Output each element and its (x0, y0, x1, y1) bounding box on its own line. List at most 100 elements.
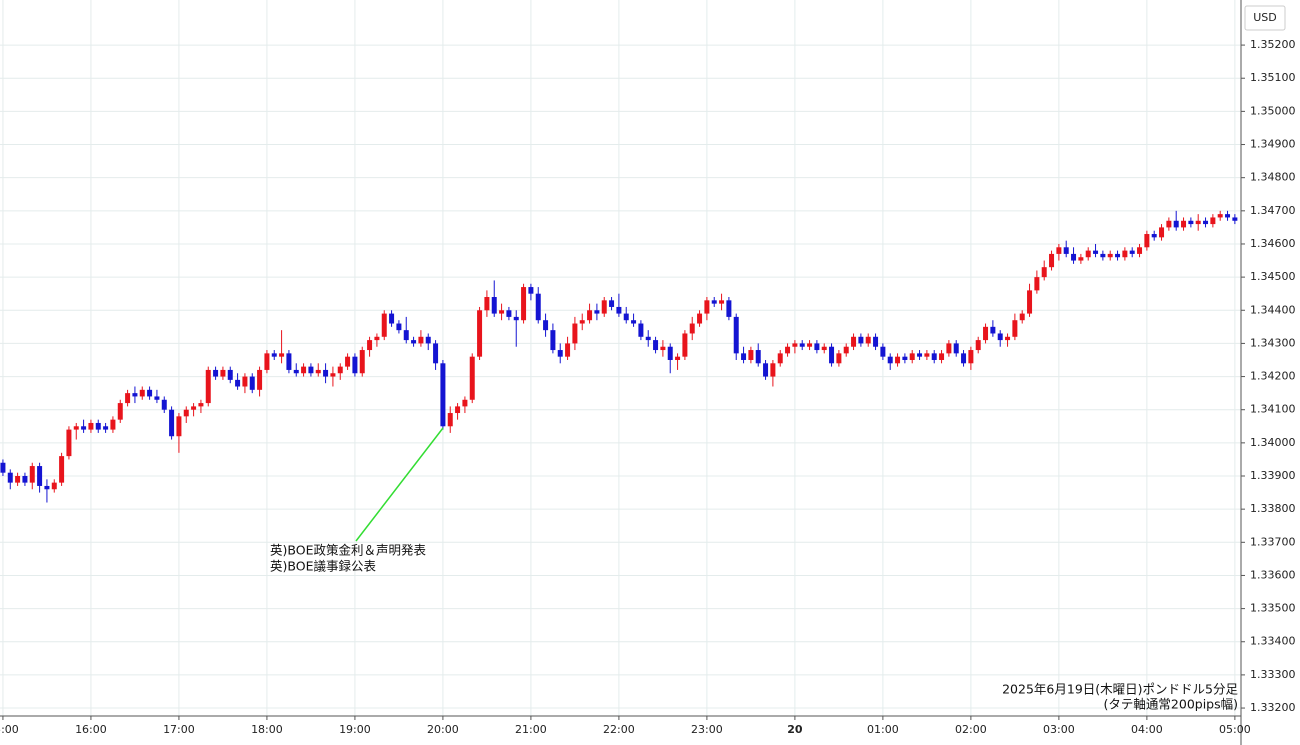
candle-body (1005, 336, 1011, 341)
candle-body (924, 353, 930, 357)
x-tick-label: 03:00 (1043, 723, 1075, 736)
candle-body (528, 287, 534, 294)
candle-body (403, 330, 409, 341)
candle-body (147, 389, 153, 397)
candle-body (323, 369, 329, 377)
candle-body (367, 340, 373, 351)
y-tick-label: 1.34100 (1250, 403, 1296, 416)
y-tick-label: 1.34300 (1250, 336, 1296, 349)
candle-body (865, 336, 871, 344)
candle-body (81, 426, 87, 430)
x-tick-label: 20 (787, 723, 803, 736)
candle-body (1195, 220, 1201, 225)
y-tick-label: 1.34700 (1250, 204, 1296, 217)
y-tick-label: 1.33900 (1250, 469, 1296, 482)
y-tick-label: 1.34600 (1250, 237, 1296, 250)
candle-body (235, 379, 241, 387)
annotation-line (355, 427, 444, 542)
caption: 2025年6月19日(木曜日)ポンドドル5分足 (1002, 682, 1238, 697)
currency: USD (1253, 11, 1277, 24)
y-tick-label: 1.33500 (1250, 602, 1296, 615)
x-tick-label: 05:00 (1219, 723, 1251, 736)
candle-body (88, 422, 94, 430)
y-tick-label: 1.33800 (1250, 502, 1296, 515)
x-tick-label: 22:00 (603, 723, 635, 736)
candle-body (1173, 220, 1179, 228)
candle-body (880, 346, 886, 357)
candle-body (961, 353, 967, 364)
caption: (タテ軸通常200pips幅) (1104, 697, 1238, 712)
candle-body (660, 346, 666, 351)
annotation: 英)BOE議事録公表 (270, 559, 376, 574)
candle-body (836, 353, 842, 364)
candle-body (975, 340, 981, 351)
candle-body (249, 376, 255, 390)
candle-body (689, 323, 695, 334)
x-tick-label: 15:00 (0, 723, 19, 736)
candle-body (1129, 250, 1135, 254)
candle-body (785, 346, 791, 354)
candle-body (1093, 250, 1099, 254)
candle-body (286, 353, 292, 370)
candle-body (535, 293, 541, 321)
candle-body (1056, 247, 1062, 254)
candle-body (1071, 253, 1077, 261)
candle-body (997, 333, 1003, 341)
candle-body (242, 376, 248, 387)
candle-body (1027, 290, 1033, 314)
candle-body (741, 353, 747, 360)
candle-body (931, 353, 937, 360)
x-tick-label: 02:00 (955, 723, 987, 736)
candle-body (1159, 227, 1165, 238)
candle-body (1210, 217, 1216, 225)
y-tick-label: 1.33700 (1250, 535, 1296, 548)
candle-body (667, 346, 673, 360)
candle-body (183, 409, 189, 417)
candle-body (675, 356, 681, 360)
candle-body (858, 336, 864, 344)
candle-body (682, 333, 688, 357)
y-tick-label: 1.33300 (1250, 668, 1296, 681)
candle-body (748, 350, 754, 360)
x-tick-label: 04:00 (1131, 723, 1163, 736)
x-tick-label: 18:00 (251, 723, 283, 736)
candle-body (887, 356, 893, 364)
y-tick-label: 1.34400 (1250, 303, 1296, 316)
candle-body (1041, 267, 1047, 278)
candle-body (418, 336, 424, 344)
candle-body (1137, 247, 1143, 254)
candle-body (1078, 257, 1084, 261)
candle-body (565, 343, 571, 357)
candle-body (477, 310, 483, 357)
x-tick-label: 23:00 (691, 723, 723, 736)
candle-body (983, 326, 989, 341)
candle-body (1203, 220, 1209, 225)
candle-body (205, 369, 211, 404)
candle-body (902, 356, 908, 360)
candle-body (66, 429, 72, 457)
candle-body (161, 399, 167, 410)
x-tick-label: 21:00 (515, 723, 547, 736)
candle-body (176, 416, 182, 437)
candle-body (29, 466, 35, 483)
candle-body (909, 353, 915, 360)
candle-body (1049, 253, 1055, 268)
candle-body (1115, 253, 1121, 258)
candle-body (469, 356, 475, 400)
candle-body (726, 300, 732, 317)
candle-body (792, 343, 798, 347)
candle-body (521, 287, 527, 321)
candle-body (953, 343, 959, 354)
candle-body (125, 393, 131, 404)
candles (0, 210, 1238, 503)
x-tick-label: 16:00 (75, 723, 107, 736)
candle-body (345, 356, 351, 367)
candle-body (1100, 253, 1106, 258)
candle-body (73, 426, 79, 430)
x-tick-label: 01:00 (867, 723, 899, 736)
candle-body (213, 369, 219, 377)
candle-body (1122, 250, 1128, 258)
candle-body (103, 426, 109, 430)
candle-body (440, 363, 446, 427)
candle-body (1232, 217, 1238, 221)
